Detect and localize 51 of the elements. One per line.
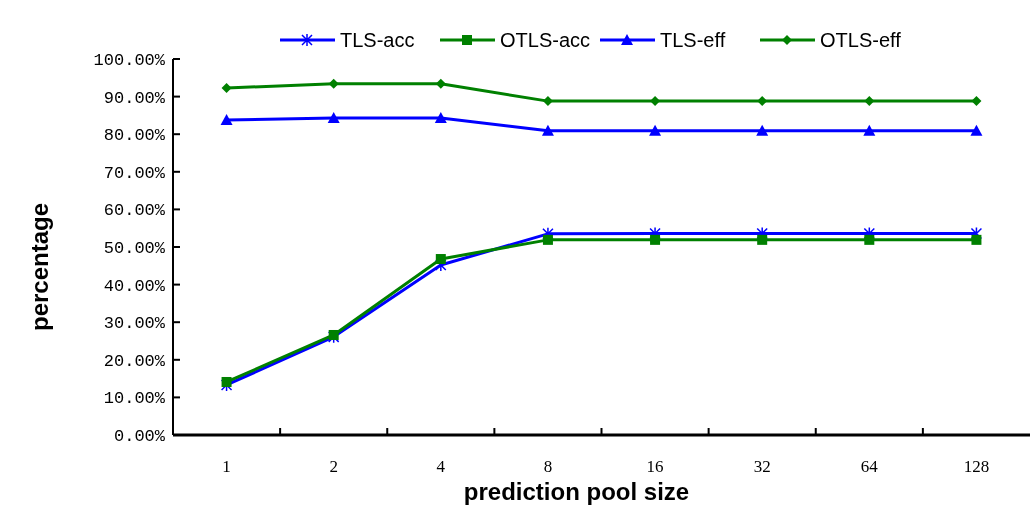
x-tick-label: 32 bbox=[753, 457, 771, 476]
point bbox=[864, 234, 875, 245]
x-tick-label: 4 bbox=[436, 457, 446, 476]
point bbox=[863, 124, 876, 136]
x-tick-label: 8 bbox=[543, 457, 553, 476]
point bbox=[327, 112, 340, 124]
y-tick-label: 30.00% bbox=[103, 314, 166, 334]
x-tick-label: 1 bbox=[222, 457, 231, 476]
y-tick-label: 40.00% bbox=[103, 276, 166, 296]
legend-label: TLS-eff bbox=[660, 29, 726, 51]
point bbox=[757, 234, 768, 245]
point bbox=[970, 124, 983, 136]
point bbox=[435, 258, 447, 272]
point bbox=[541, 124, 554, 136]
legend-label: OTLS-eff bbox=[820, 29, 902, 51]
point bbox=[221, 82, 232, 93]
point bbox=[220, 378, 233, 392]
x-tick-label: 64 bbox=[860, 457, 879, 476]
legend-label: TLS-acc bbox=[340, 29, 415, 51]
point bbox=[328, 329, 339, 340]
y-tick-label: 20.00% bbox=[103, 351, 166, 371]
y-tick-label: 90.00% bbox=[103, 88, 166, 108]
y-tick-label: 60.00% bbox=[103, 201, 166, 221]
point bbox=[970, 226, 983, 241]
y-tick-label: 100.00% bbox=[93, 50, 166, 70]
y-tick-label: 10.00% bbox=[103, 389, 166, 409]
point bbox=[220, 113, 233, 125]
point bbox=[328, 78, 339, 89]
point bbox=[327, 330, 340, 344]
x-axis-title: prediction pool size bbox=[463, 478, 690, 505]
point bbox=[971, 96, 982, 107]
x-tick-label: 2 bbox=[329, 457, 338, 476]
y-tick-label: 50.00% bbox=[103, 238, 166, 258]
point bbox=[435, 254, 446, 265]
point bbox=[542, 96, 553, 107]
point bbox=[542, 234, 553, 245]
y-tick-label: 80.00% bbox=[103, 126, 166, 146]
point bbox=[434, 112, 447, 124]
x-tick-label: 16 bbox=[646, 457, 664, 476]
point bbox=[435, 78, 446, 89]
point bbox=[971, 234, 982, 245]
y-tick-label: 70.00% bbox=[103, 163, 166, 183]
point bbox=[864, 96, 875, 107]
point bbox=[650, 234, 661, 245]
y-axis-title: percentage bbox=[26, 202, 53, 332]
legend-label: OTLS-acc bbox=[500, 29, 591, 51]
point bbox=[756, 124, 769, 136]
point bbox=[221, 376, 232, 387]
y-tick-label: 0.00% bbox=[113, 426, 166, 446]
x-tick-label: 128 bbox=[963, 457, 990, 476]
point bbox=[649, 124, 662, 136]
